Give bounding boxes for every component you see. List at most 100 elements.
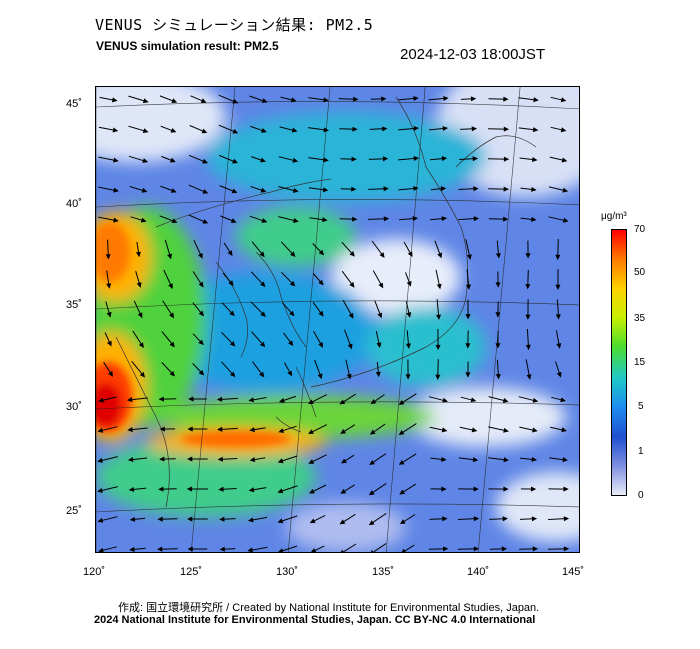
wind-arrow-head <box>290 251 296 258</box>
wind-arrow-head <box>341 458 347 464</box>
wind-arrow-head <box>465 372 471 378</box>
colorbar-tick: 35 <box>634 313 646 324</box>
wind-arrow-head <box>291 127 298 133</box>
wind-arrow-head <box>560 127 567 133</box>
wind-arrow-head <box>318 279 324 286</box>
wind-arrow-head <box>113 157 119 163</box>
wind-arrow-head <box>113 187 119 193</box>
wind-arrow-head <box>339 399 346 405</box>
wind-arrow-head <box>532 127 539 133</box>
wind-arrow-head <box>436 314 442 320</box>
wind-arrow-head <box>311 548 317 552</box>
wind-arrow-head <box>472 457 479 463</box>
wind-arrow-head <box>440 186 447 192</box>
wind-arrow-head <box>232 128 239 134</box>
lat-label-30: 30˚ <box>66 401 82 413</box>
wind-arrow-head <box>370 550 374 552</box>
wind-arrow-head <box>142 128 149 134</box>
wind-arrow-head <box>555 284 561 291</box>
wind-arrow-head <box>318 310 324 317</box>
wind-arrow-head <box>383 216 390 222</box>
wind-arrow-head <box>128 486 135 492</box>
wind-arrow-head <box>441 427 448 433</box>
wind-arrow-head <box>293 218 299 223</box>
wind-arrow-head <box>187 546 193 552</box>
wind-arrow-head <box>503 156 510 162</box>
wind-arrow-head <box>407 251 413 257</box>
wind-arrow-head <box>308 459 315 464</box>
wind-arrow-head <box>232 158 238 164</box>
wind-arrow-head <box>200 98 207 103</box>
wind-arrow-head <box>532 157 538 163</box>
colorbar <box>611 229 627 496</box>
wind-arrow-head <box>501 546 508 552</box>
wind-arrow-head <box>323 97 329 103</box>
wind-arrow-head <box>471 126 478 132</box>
wind-arrow-head <box>97 457 103 463</box>
wind-arrow-head <box>495 253 501 259</box>
wind-arrow-head <box>470 397 477 403</box>
wind-arrow-head <box>472 156 478 162</box>
wind-arrow-head <box>340 428 346 434</box>
wind-arrow-head <box>142 158 149 163</box>
wind-arrow-head <box>413 125 420 131</box>
colorbar-tick: 0 <box>638 490 644 501</box>
wind-arrow-head <box>322 187 329 193</box>
wind-arrow-head <box>413 185 419 192</box>
wind-arrow-head <box>167 253 173 260</box>
wind-arrow-head <box>443 95 449 102</box>
wind-arrow-head <box>260 281 266 288</box>
wind-arrow-head <box>111 97 118 103</box>
wind-arrow-head <box>399 519 406 525</box>
wind-arrow-head <box>106 283 112 289</box>
wind-arrow-head <box>382 126 388 132</box>
wind-arrow-head <box>187 516 193 522</box>
wind-arrow-head <box>229 340 236 347</box>
wind-arrow-head <box>317 373 323 380</box>
wind-arrow-head <box>369 459 375 465</box>
wind-arrow-head <box>259 371 265 378</box>
wind-arrow-head <box>532 427 538 433</box>
wind-arrow-head <box>308 399 314 404</box>
wind-arrow-head <box>352 126 358 132</box>
wind-arrow-head <box>278 428 285 434</box>
wind-arrow-head <box>525 314 531 320</box>
wind-arrow-head <box>441 486 447 492</box>
wind-arrow-head <box>308 488 315 494</box>
wind-arrow-head <box>249 427 255 433</box>
wind-arrow-head <box>129 516 136 522</box>
wind-arrow-head <box>495 373 501 380</box>
wind-arrow-head <box>140 217 147 223</box>
wind-arrow-head <box>398 399 405 405</box>
wind-arrow-head <box>170 127 177 133</box>
wind-arrow-head <box>260 157 266 163</box>
wind-arrow-head <box>503 486 509 492</box>
wind-arrow-head <box>398 459 405 465</box>
wind-arrow-head <box>503 216 509 222</box>
wind-arrow-head <box>288 340 294 347</box>
wind-arrow-head <box>108 371 114 377</box>
wind-arrow-head <box>106 311 112 318</box>
wind-arrow-head <box>495 312 501 318</box>
wind-arrow-head <box>532 397 539 403</box>
wind-arrow-head <box>495 282 501 288</box>
wind-arrow-head <box>230 218 237 223</box>
wind-arrow-head <box>465 343 471 349</box>
wind-arrow-head <box>218 486 224 492</box>
wind-arrow-head <box>525 284 531 290</box>
wind-arrow-head <box>171 218 178 224</box>
wind-arrow-head <box>112 127 119 133</box>
wind-arrow-head <box>141 187 148 193</box>
wind-arrow-head <box>556 343 562 349</box>
wind-arrow-head <box>198 310 204 317</box>
wind-arrow-head <box>136 282 142 288</box>
wind-arrow-head <box>201 128 208 134</box>
wind-arrow-head <box>228 280 234 286</box>
wind-arrow-head <box>369 429 376 435</box>
wind-arrow-head <box>351 186 357 192</box>
lat-label-45: 45˚ <box>66 98 82 110</box>
wind-arrow-head <box>318 342 324 348</box>
wind-arrow-head <box>531 456 538 462</box>
wind-arrow-head <box>98 397 104 403</box>
wind-arrow-head <box>158 486 164 492</box>
